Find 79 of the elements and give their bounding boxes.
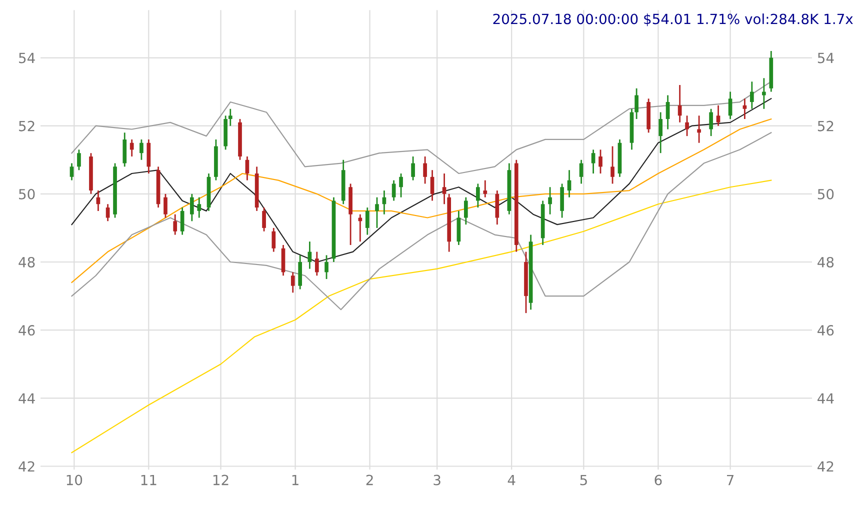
candlestick <box>685 114 689 137</box>
candlestick <box>272 227 276 252</box>
candlestick <box>130 138 134 158</box>
candlestick <box>140 138 144 161</box>
candlestick <box>548 186 552 216</box>
candlestick <box>245 156 250 181</box>
x-tick-label: 6 <box>654 474 662 486</box>
candlestick <box>464 196 468 226</box>
candlestick <box>375 196 379 229</box>
y-tick-label: 48 <box>18 256 35 268</box>
candlestick <box>392 180 396 202</box>
y-tick-label: 54 <box>19 52 35 64</box>
x-tick-label: 7 <box>727 474 734 486</box>
y2-tick-label: 54 <box>818 52 834 64</box>
candlestick <box>290 272 295 294</box>
y2-tick-label: 52 <box>818 120 834 132</box>
candlestick <box>228 108 232 127</box>
candlestick <box>173 214 178 236</box>
candlestick <box>146 138 151 174</box>
candlestick <box>190 193 194 222</box>
candlestick <box>442 172 446 205</box>
candlestick <box>762 77 766 110</box>
x-tick-label: 11 <box>141 474 156 486</box>
candlestick <box>197 196 202 218</box>
candlestick <box>598 148 602 174</box>
candlestick <box>591 148 596 174</box>
candlestick <box>742 98 747 120</box>
candlestick <box>423 156 427 184</box>
y-tick-label: 46 <box>18 325 35 336</box>
candlestick <box>560 183 564 218</box>
candlestick <box>750 80 754 110</box>
candlestick <box>180 206 184 236</box>
line-series <box>71 180 772 454</box>
candlestick <box>579 159 584 184</box>
candlestick <box>456 210 461 246</box>
y-tick-label: 50 <box>19 188 35 200</box>
y2-tick-label: 44 <box>818 393 834 404</box>
y2-tick-label: 50 <box>818 188 834 200</box>
x-tick-label: 2 <box>366 474 373 486</box>
candlestick <box>298 254 302 290</box>
candlestick <box>281 244 286 276</box>
candlestick <box>122 132 127 168</box>
candlestick <box>430 169 434 202</box>
candlestick <box>399 172 403 198</box>
candlestick <box>666 94 670 130</box>
candlestick <box>634 88 638 120</box>
candlestick <box>365 206 370 236</box>
y2-tick-label: 46 <box>818 325 834 336</box>
x-tick-label: 1 <box>292 474 298 486</box>
candlestick <box>483 180 488 198</box>
y2-tick-label: 48 <box>818 256 834 268</box>
candlestick <box>476 183 480 208</box>
x-tick-label: 10 <box>66 474 82 486</box>
chart-title: 2025.07.18 00:00:00 $54.01 1.71% vol:284.8K 1.7x <box>493 13 853 26</box>
candlestick <box>262 206 266 232</box>
candlestick <box>77 148 81 171</box>
y-tick-label: 52 <box>19 120 34 132</box>
candlestick <box>70 162 74 181</box>
x-tick-label: 5 <box>580 474 587 486</box>
y2-tick-label: 42 <box>818 461 834 472</box>
x-tick-label: 4 <box>508 474 516 486</box>
candlestick <box>697 114 701 144</box>
x-tick-label: 12 <box>213 474 228 486</box>
candlestick <box>358 214 362 242</box>
candlestick <box>314 251 319 276</box>
candlestick <box>164 193 168 218</box>
y-tick-label: 42 <box>18 461 34 472</box>
candlestick <box>658 112 663 154</box>
candlestick <box>709 108 713 137</box>
candlestick <box>716 104 720 127</box>
candlestick <box>324 254 328 280</box>
line-series <box>71 118 772 283</box>
candlestick <box>411 156 415 181</box>
candlestick <box>610 146 614 184</box>
y-tick-label: 44 <box>18 393 35 404</box>
candlestick <box>495 190 500 226</box>
x-tick-label: 3 <box>434 474 440 486</box>
line-series <box>71 132 772 310</box>
candlestick <box>728 91 732 120</box>
